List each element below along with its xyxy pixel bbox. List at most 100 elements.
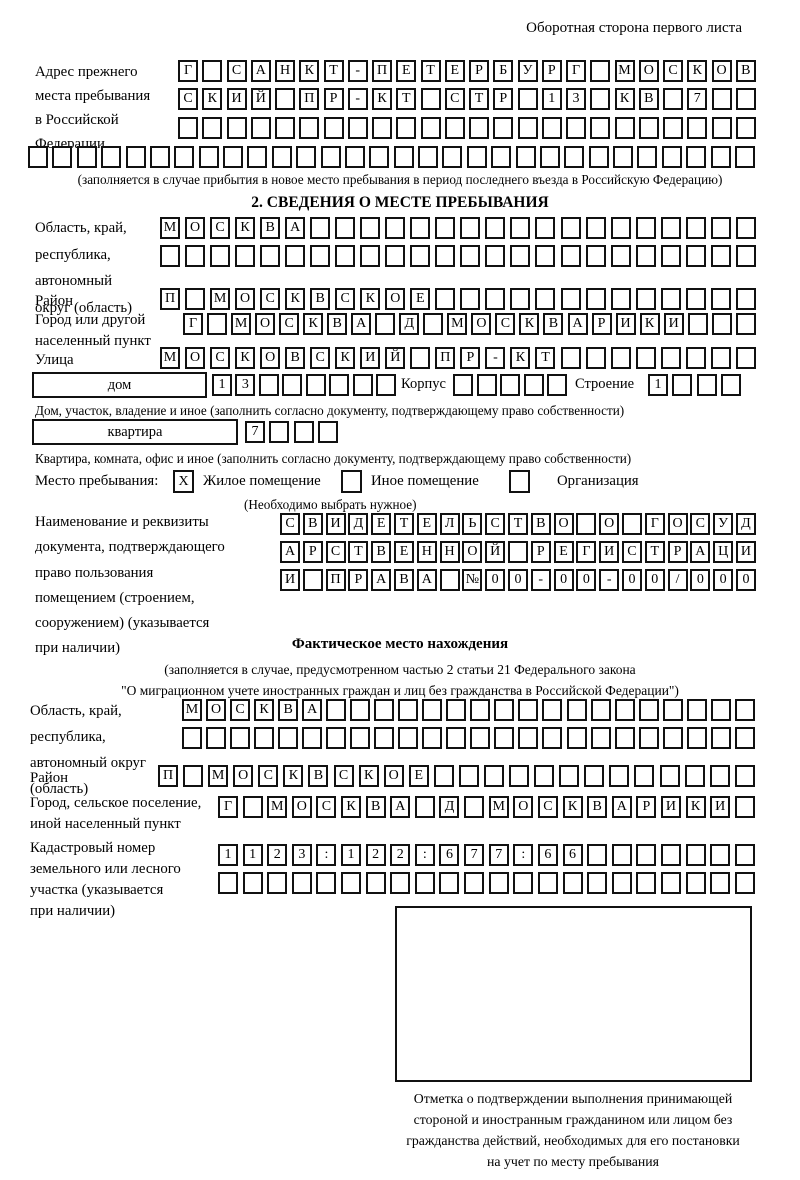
char-cell[interactable]: С: [210, 217, 231, 239]
char-cell[interactable]: [711, 88, 732, 110]
char-cell[interactable]: [687, 313, 708, 335]
char-cell[interactable]: [734, 146, 755, 168]
char-cell[interactable]: В: [278, 699, 299, 721]
char-cell[interactable]: К: [254, 699, 275, 721]
char-cell[interactable]: И: [660, 796, 681, 818]
char-cell[interactable]: Р: [302, 541, 323, 563]
char-cell[interactable]: [444, 117, 465, 139]
char-cell[interactable]: [390, 872, 411, 894]
char-cell[interactable]: [590, 727, 611, 749]
char-cell[interactable]: [660, 245, 681, 267]
char-cell[interactable]: 1: [341, 844, 362, 866]
char-cell[interactable]: [660, 844, 681, 866]
char-cell[interactable]: С: [230, 699, 251, 721]
char-cell[interactable]: М: [182, 699, 202, 721]
char-cell[interactable]: [659, 765, 680, 787]
char-cell[interactable]: -: [485, 347, 506, 369]
char-cell[interactable]: Д: [735, 513, 756, 535]
char-cell[interactable]: А: [416, 569, 437, 591]
char-cell[interactable]: И: [663, 313, 684, 335]
char-cell[interactable]: М: [160, 217, 180, 239]
char-cell[interactable]: К: [562, 796, 583, 818]
char-cell[interactable]: 3: [235, 374, 256, 396]
char-cell[interactable]: К: [299, 60, 320, 82]
char-cell[interactable]: [509, 765, 530, 787]
checkbox-organizaciya[interactable]: [509, 470, 530, 493]
char-cell[interactable]: [614, 727, 635, 749]
char-cell[interactable]: [329, 374, 350, 396]
char-cell[interactable]: В: [638, 88, 659, 110]
char-cell[interactable]: В: [308, 765, 329, 787]
char-cell[interactable]: К: [283, 765, 304, 787]
char-cell[interactable]: С: [335, 288, 356, 310]
char-cell[interactable]: [174, 146, 195, 168]
char-cell[interactable]: Т: [348, 541, 369, 563]
char-cell[interactable]: -: [599, 569, 620, 591]
char-cell[interactable]: С: [485, 513, 506, 535]
char-cell[interactable]: [566, 727, 587, 749]
char-cell[interactable]: [207, 313, 228, 335]
char-cell[interactable]: [414, 872, 435, 894]
char-cell[interactable]: И: [599, 541, 620, 563]
char-cell[interactable]: С: [310, 347, 331, 369]
char-cell[interactable]: И: [325, 513, 346, 535]
char-cell[interactable]: -: [347, 88, 368, 110]
char-cell[interactable]: Т: [420, 60, 441, 82]
char-cell[interactable]: [510, 217, 531, 239]
char-cell[interactable]: Е: [410, 288, 431, 310]
char-cell[interactable]: [423, 313, 444, 335]
char-cell[interactable]: [247, 146, 268, 168]
char-cell[interactable]: [422, 699, 443, 721]
char-cell[interactable]: В: [371, 541, 392, 563]
char-cell[interactable]: [398, 727, 419, 749]
char-cell[interactable]: [299, 117, 320, 139]
char-cell[interactable]: [464, 796, 485, 818]
char-cell[interactable]: М: [231, 313, 252, 335]
char-cell[interactable]: [182, 727, 202, 749]
char-cell[interactable]: Д: [399, 313, 420, 335]
char-cell[interactable]: [637, 146, 658, 168]
char-cell[interactable]: 7: [687, 88, 708, 110]
char-cell[interactable]: О: [513, 796, 534, 818]
char-cell[interactable]: А: [690, 541, 711, 563]
char-cell[interactable]: [735, 117, 756, 139]
char-cell[interactable]: 7: [245, 421, 265, 443]
char-cell[interactable]: [735, 288, 756, 310]
char-cell[interactable]: А: [611, 796, 632, 818]
char-cell[interactable]: В: [260, 217, 281, 239]
char-cell[interactable]: [446, 727, 467, 749]
char-cell[interactable]: С: [260, 288, 281, 310]
char-cell[interactable]: В: [530, 513, 551, 535]
char-cell[interactable]: С: [325, 541, 346, 563]
char-cell[interactable]: [149, 146, 170, 168]
char-cell[interactable]: И: [226, 88, 247, 110]
char-cell[interactable]: [661, 146, 682, 168]
char-cell[interactable]: [418, 146, 438, 168]
char-cell[interactable]: [183, 765, 204, 787]
char-cell[interactable]: [500, 374, 520, 396]
char-cell[interactable]: [734, 765, 755, 787]
char-cell[interactable]: [636, 844, 657, 866]
char-cell[interactable]: Д: [348, 513, 369, 535]
char-cell[interactable]: Ь: [462, 513, 483, 535]
char-cell[interactable]: [385, 245, 406, 267]
char-cell[interactable]: Е: [408, 765, 429, 787]
char-cell[interactable]: О: [233, 765, 254, 787]
char-cell[interactable]: [534, 765, 555, 787]
char-cell[interactable]: [710, 245, 731, 267]
char-cell[interactable]: [375, 313, 396, 335]
char-cell[interactable]: [435, 288, 456, 310]
char-cell[interactable]: [422, 727, 443, 749]
char-cell[interactable]: [585, 288, 606, 310]
char-cell[interactable]: В: [285, 347, 306, 369]
char-cell[interactable]: [326, 727, 347, 749]
char-cell[interactable]: [734, 796, 755, 818]
char-cell[interactable]: Д: [439, 796, 460, 818]
char-cell[interactable]: О: [638, 60, 659, 82]
char-cell[interactable]: А: [351, 313, 372, 335]
char-cell[interactable]: [710, 146, 731, 168]
char-cell[interactable]: О: [711, 60, 732, 82]
char-cell[interactable]: [635, 347, 656, 369]
char-cell[interactable]: [585, 245, 606, 267]
char-cell[interactable]: [260, 245, 281, 267]
